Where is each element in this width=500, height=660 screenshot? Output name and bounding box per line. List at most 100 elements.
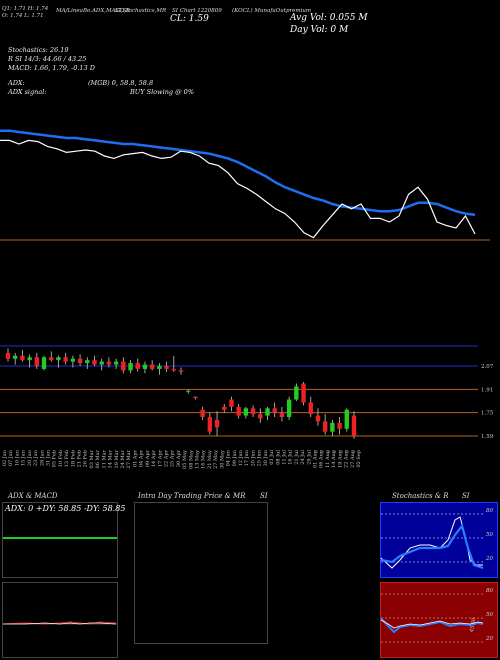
stoch-tick-20: 20 [486,556,493,562]
candle-body [265,408,270,416]
date-tick-label: 04 Apr [139,449,145,467]
candle-body [258,414,263,419]
day-volume: Day Vol: 0 M [290,25,349,35]
date-tick-label: 24 Jul [300,450,306,465]
candle-body [193,396,198,399]
candle-body [301,383,306,403]
intra-day-panel [134,502,268,644]
candle-body [135,363,140,369]
date-tick-label: 13 May [195,450,201,469]
date-tick-label: 21 Feb [77,450,83,467]
candle-body [13,355,18,359]
date-tick-label: 31 Jan [45,449,51,466]
candle-body [186,390,191,392]
price-tick-label: 1.59 [481,434,494,440]
avg-volume: Avg Vol: 0.055 M [290,13,368,23]
date-tick-label: 05 Feb [52,450,58,467]
date-tick-label: 01 Apr [132,449,138,467]
close-line [0,139,476,239]
adx-label: ADX: [8,79,25,87]
candle-body [149,364,155,369]
candle-body [27,357,32,361]
candle-body [5,352,11,359]
price-tick-label: 1.91 [481,387,493,393]
candle-body [171,368,176,371]
stochastics-value: Stochastics: 26.19 [8,46,69,54]
stoch-tick-80: 80 [486,508,493,514]
close-price: CL: 1.59 [170,14,209,24]
macd-panel [2,582,118,658]
ma-line [0,129,476,217]
ohlc-line: Q1: 1.71 H: 1.74 [2,6,49,12]
intra-panel-title: Intra Day Trading Price & MR [138,492,246,500]
date-tick-label: 10 Feb [58,450,64,467]
header-chart-id: SI Chart 1220809 [172,8,222,14]
date-tick-label: 19 Mar [114,449,120,468]
date-tick-label: 05 May [182,450,188,469]
candle-body [272,408,277,413]
macd-line [3,622,117,625]
date-tick-label: 30 Jun [263,449,269,466]
stoch-d-line [380,523,484,570]
stoch-panel-title: Stochastics & R [392,492,449,500]
date-tick-label: 17 Jun [244,449,250,466]
date-tick-label: 26 Feb [83,450,89,467]
rsi-tick-50: 50 [486,612,493,618]
date-tick-label: 11 Aug [325,449,331,468]
date-tick-label: 12 Jun [238,449,244,466]
date-tick-label: 10 Jan [14,449,20,466]
header-indicators: MA/LineaBo.ADX,MACD,B [56,8,130,14]
date-tick-label: 16 Jul [288,450,294,465]
date-tick-label: 20 Jan [27,449,33,466]
candle-body [222,406,227,410]
candle-body [121,361,126,371]
adx-panel: ADX: 0 +DY: 58.85 -DY: 58.85 [2,502,125,578]
date-tick-label: 29 Jul [306,450,312,465]
candle-body [157,366,162,369]
candle-body [207,417,213,432]
candle-body [308,402,313,415]
date-tick-label: 30 Apr [176,449,182,467]
candle-body [214,419,220,428]
date-tick-label: 14 Mar [108,449,114,468]
macd-value: MACD: 1.66, 1.79, -0.13 D [8,64,95,72]
candle-body [77,358,83,364]
candle-body [128,363,133,371]
date-tick-label: 02 Sep [356,450,362,468]
candle-body [99,361,104,365]
date-tick-label: 01 Aug [313,449,319,468]
rsi-signal-line [380,619,484,629]
candle-body [243,408,249,416]
candle-body [322,421,328,432]
candle-body [85,360,90,364]
candle-body [106,361,112,365]
date-tick-label: 06 Aug [319,449,325,468]
date-tick-label: 27 Mar [126,449,132,468]
date-tick-label: 06 Mar [95,449,101,468]
date-tick-label: 02 Jan [2,449,8,466]
date-tick-label: 22 Apr [163,449,169,467]
price-chart: 2.07 1.91 1.75 1.59 02 Jan 07 Jan 10 Jan 15 Jan… [0,129,494,469]
adx-panel-values: ADX: 0 +DY: 58.85 -DY: 58.85 [5,504,126,513]
candle-body [92,360,97,365]
candle-body [250,408,256,415]
rsi-value: R SI 14/3: 44.66 / 43.25 [8,55,87,63]
adx-panel-title: ADX & MACD [8,492,58,500]
intra-panel-si: SI [260,492,268,500]
rsi-panel [380,582,498,658]
date-tick-label: 22 Aug [344,449,350,468]
header-symbol: (KOCL) MunafaOutpremium [232,8,312,14]
adx-signal-label: ADX signal: [8,88,47,96]
date-tick-label: 24 Mar [120,449,126,468]
date-tick-label: 13 Feb [64,450,70,467]
date-tick-label: 14 Aug [331,449,337,468]
date-tick-label: 16 May [201,450,207,469]
date-tick-label: 11 Mar [101,449,107,468]
date-tick-label: 04 Jun [226,449,232,466]
date-tick-label: 09 Apr [145,449,151,467]
date-tick-label: 15 Jan [21,449,27,466]
candle-body [49,357,54,361]
candle-body [178,370,184,372]
candle-body [34,357,40,366]
